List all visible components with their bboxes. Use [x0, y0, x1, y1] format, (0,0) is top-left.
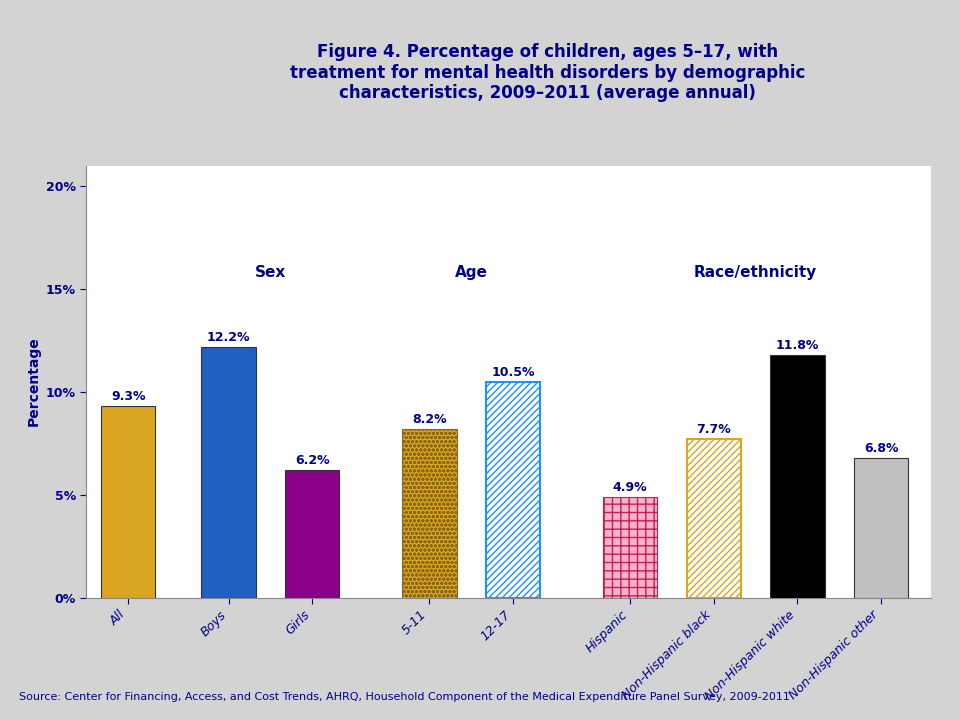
Text: 10.5%: 10.5% [492, 366, 535, 379]
Text: Figure 4. Percentage of children, ages 5–17, with
treatment for mental health di: Figure 4. Percentage of children, ages 5… [290, 42, 804, 102]
Bar [285, 470, 340, 598]
Text: Race/ethnicity: Race/ethnicity [694, 265, 817, 280]
Text: Source: Center for Financing, Access, and Cost Trends, AHRQ, Household Component: Source: Center for Financing, Access, an… [19, 692, 790, 701]
Text: 12.2%: 12.2% [206, 330, 251, 343]
Text: 4.9%: 4.9% [612, 481, 647, 494]
Bar [402, 429, 457, 598]
Bar [10, 11, 125, 143]
Text: Age: Age [455, 265, 488, 280]
Bar [202, 346, 255, 598]
Text: 7.7%: 7.7% [696, 423, 732, 436]
Bar [686, 439, 741, 598]
Text: 6.2%: 6.2% [295, 454, 329, 467]
Bar [101, 406, 156, 598]
Text: 9.3%: 9.3% [111, 390, 146, 403]
Y-axis label: Percentage: Percentage [27, 337, 40, 426]
Bar [486, 382, 540, 598]
Text: 6.8%: 6.8% [864, 441, 899, 454]
Bar [603, 497, 658, 598]
Bar [770, 355, 825, 598]
Text: Sex: Sex [254, 265, 286, 280]
Text: 11.8%: 11.8% [776, 339, 819, 352]
Bar [853, 458, 908, 598]
Text: 8.2%: 8.2% [412, 413, 446, 426]
